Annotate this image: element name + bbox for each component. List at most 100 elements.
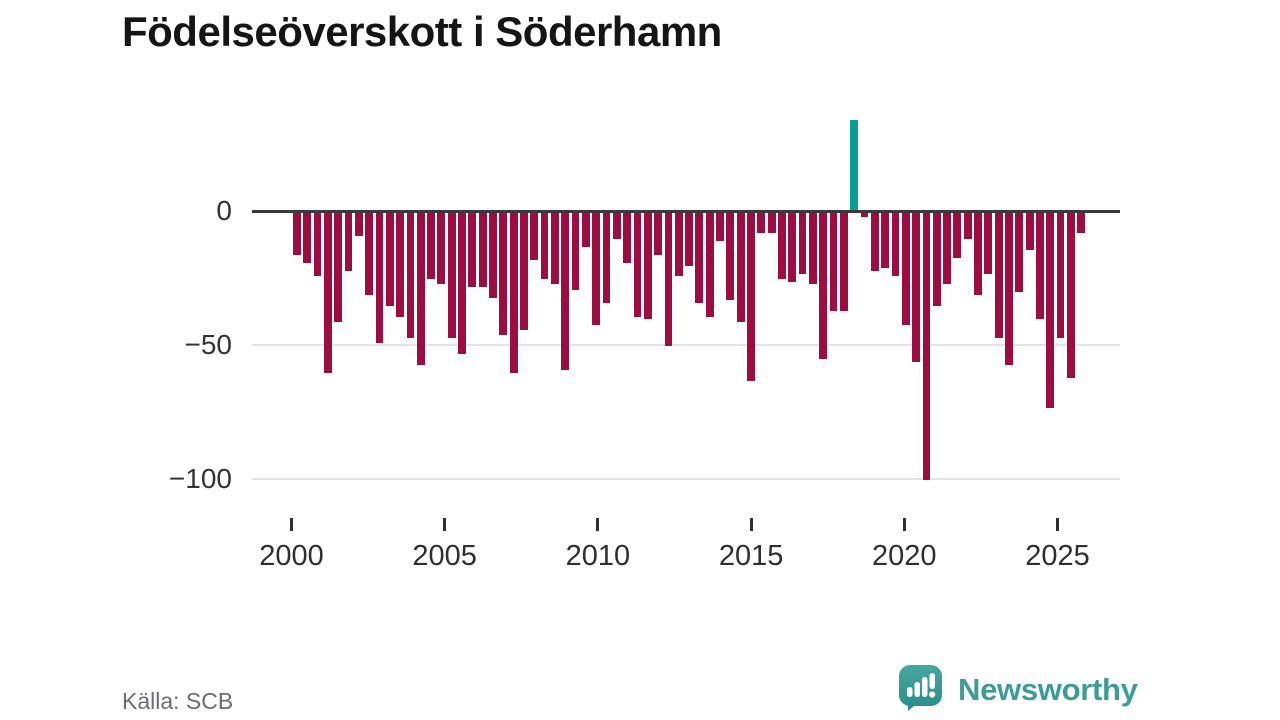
bar [509,212,518,373]
x-tick-label: 2015 [718,540,784,572]
bar [447,212,456,338]
bar [798,212,807,274]
bar [819,212,828,360]
bar [602,212,611,304]
bar [1056,212,1065,338]
bar [540,212,549,279]
bar [344,212,353,271]
bar [1025,212,1034,250]
bar [674,212,683,277]
bar [788,212,797,282]
bar [581,212,590,247]
bar [664,212,673,346]
bar [974,212,982,296]
x-tick [290,518,293,531]
gridline [252,478,1120,480]
bar [313,212,322,277]
zero-axis-line [252,209,1120,213]
bar [757,212,766,234]
bar [530,212,539,261]
bar [1067,212,1075,379]
bar [458,212,466,355]
bar [437,212,446,285]
bar [561,212,570,371]
bar [778,212,786,279]
bar [427,212,435,279]
bar [943,212,951,285]
brand-name: Newsworthy [958,672,1138,707]
y-tick-label: −100 [168,463,232,494]
chart-title: Födelseöverskott i Söderhamn [122,8,722,55]
bar [705,212,714,317]
bar [633,212,642,317]
bar [767,212,776,234]
bar [293,212,301,255]
bar [747,212,755,381]
bar [396,212,404,317]
bar [881,212,890,269]
bar [416,212,425,365]
bar [963,212,972,239]
x-tick [749,518,753,531]
x-tick-label: 2005 [412,540,477,572]
bar [499,212,508,336]
bar [984,212,993,274]
bar [478,212,487,288]
bar [520,212,528,330]
bar [612,212,621,239]
bar [406,212,415,338]
bar [912,212,920,363]
bar [1036,212,1044,320]
bar [303,212,312,263]
bar [891,212,900,277]
brand-logo: Newsworthy [898,664,1138,717]
gridline [252,344,1120,346]
bar [685,212,693,266]
bar [994,212,1003,338]
x-tick-label: 2000 [259,540,324,572]
bar [354,212,363,237]
bar [829,212,838,312]
bar [716,212,724,242]
x-tick-label: 2010 [565,540,631,572]
bar [551,212,559,285]
bar [901,212,910,325]
bar [468,212,477,288]
bar [695,212,704,304]
y-tick-label: 0 [216,195,232,226]
bar [654,212,662,255]
bar [365,212,374,296]
source-note: Källa: SCB [122,688,234,714]
bar [385,212,394,306]
bar [1046,212,1055,408]
newsworthy-logo-icon [898,664,945,717]
bar [932,212,941,306]
bar [489,212,497,298]
bar [1077,212,1086,234]
bar [922,212,931,480]
bar [592,212,601,325]
bar [736,212,745,322]
bar [334,212,343,322]
x-tick-label: 2020 [872,540,937,572]
bar [375,212,384,344]
bar [870,212,879,271]
bar [1005,212,1013,365]
bar-highlighted [850,119,859,211]
bar [323,212,332,373]
x-tick [596,518,600,531]
bar [839,212,848,312]
bar [953,212,962,258]
bar [643,212,652,320]
bar [809,212,817,285]
bar [860,212,869,218]
bar [571,212,580,290]
bar [1015,212,1024,293]
bar [726,212,735,301]
y-tick-label: −50 [184,329,233,360]
x-tick [1056,518,1059,531]
x-tick [902,518,906,531]
bar [623,212,632,263]
x-tick-label: 2025 [1025,540,1090,572]
